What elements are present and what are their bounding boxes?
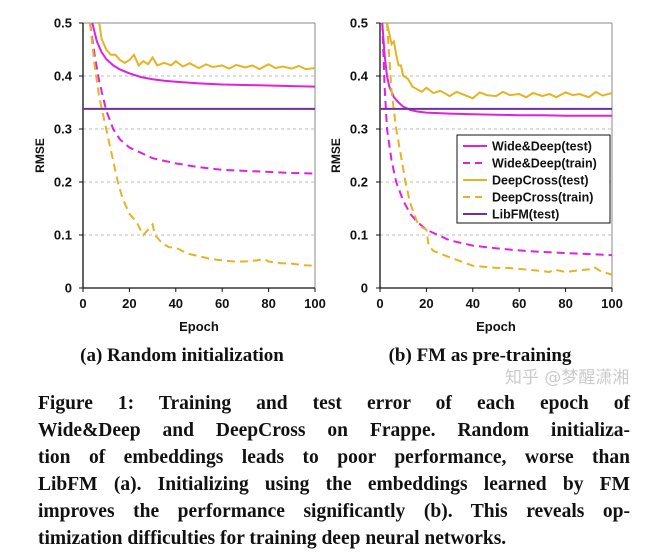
- series-line-wide-deep-test-: [381, 23, 612, 117]
- y-tick-label: 0.1: [54, 228, 72, 243]
- y-tick-label: 0: [361, 281, 368, 296]
- x-axis-label: Epoch: [179, 319, 219, 334]
- legend-entry: Wide&Deep(test): [492, 140, 592, 154]
- legend-entry: Wide&Deep(train): [492, 157, 597, 171]
- x-tick-label: 60: [215, 296, 229, 311]
- legend-entry: LibFM(test): [492, 208, 559, 222]
- subcaption-a: (a) Random initialization: [80, 345, 284, 366]
- caption-line-1: Figure 1: Training and test error of eac…: [38, 393, 630, 414]
- series-line-deepcross-test-: [98, 23, 315, 71]
- series-line-deepcross-train-: [386, 23, 612, 276]
- series-line-wide-deep-train-: [89, 23, 315, 175]
- legend-entry: DeepCross(train): [492, 191, 593, 205]
- x-tick-label: 40: [169, 296, 183, 311]
- y-axis-label: RMSE: [329, 138, 343, 173]
- caption-line-6: timization difficulties for training dee…: [38, 528, 507, 549]
- y-tick-label: 0.3: [350, 122, 368, 137]
- caption-line-2: Wide&Deep and DeepCross on Frappe. Rando…: [38, 420, 630, 441]
- charts: 0 0.1 0.2 0.3 0.4 0.5 0 20 40 60 80 100 Epoch RMSE 0 0.…: [33, 16, 623, 335]
- caption-line-5: improves the performance significantly (…: [38, 501, 630, 522]
- x-axis-label: Epoch: [476, 319, 516, 334]
- series-line-deepcross-train-: [89, 23, 315, 267]
- x-tick-label: 0: [376, 296, 383, 311]
- y-tick-label: 0.4: [350, 69, 369, 84]
- y-tick-label: 0.5: [350, 16, 368, 31]
- x-tick-label: 0: [79, 296, 86, 311]
- watermark: 知乎 @梦醒潇湘: [505, 368, 630, 388]
- x-tick-label: 20: [419, 296, 433, 311]
- y-tick-label: 0.2: [54, 175, 72, 190]
- chart-panel-b: 0 0.1 0.2 0.3 0.4 0.5 0 20 40 60 80 100 Epoch RMSE Wid…: [329, 16, 623, 335]
- x-tick-label: 80: [558, 296, 572, 311]
- legend-entry: DeepCross(test): [492, 174, 589, 188]
- x-tick-label: 40: [466, 296, 480, 311]
- y-tick-label: 0: [65, 281, 72, 296]
- y-tick-label: 0.4: [54, 69, 73, 84]
- y-tick-label: 0.2: [350, 175, 368, 190]
- x-tick-label: 100: [601, 296, 623, 311]
- x-tick-label: 100: [304, 296, 326, 311]
- chart-panel-a: 0 0.1 0.2 0.3 0.4 0.5 0 20 40 60 80 100 Epoch RMSE: [33, 16, 326, 335]
- caption-line-3: tion of embeddings leads to poor perform…: [38, 447, 630, 468]
- y-tick-label: 0.1: [350, 228, 368, 243]
- series-line-wide-deep-train-: [381, 23, 612, 257]
- x-tick-label: 80: [261, 296, 275, 311]
- series-line-deepcross-test-: [386, 23, 612, 100]
- subcaption-b: (b) FM as pre-training: [388, 345, 572, 366]
- x-tick-label: 20: [122, 296, 136, 311]
- series-line-wide-deep-test-: [91, 23, 315, 88]
- caption-line-4: LibFM (a). Initializing using the embedd…: [38, 474, 630, 495]
- y-tick-label: 0.3: [54, 122, 72, 137]
- y-axis-label: RMSE: [33, 138, 47, 173]
- x-tick-label: 60: [512, 296, 526, 311]
- y-tick-label: 0.5: [54, 16, 72, 31]
